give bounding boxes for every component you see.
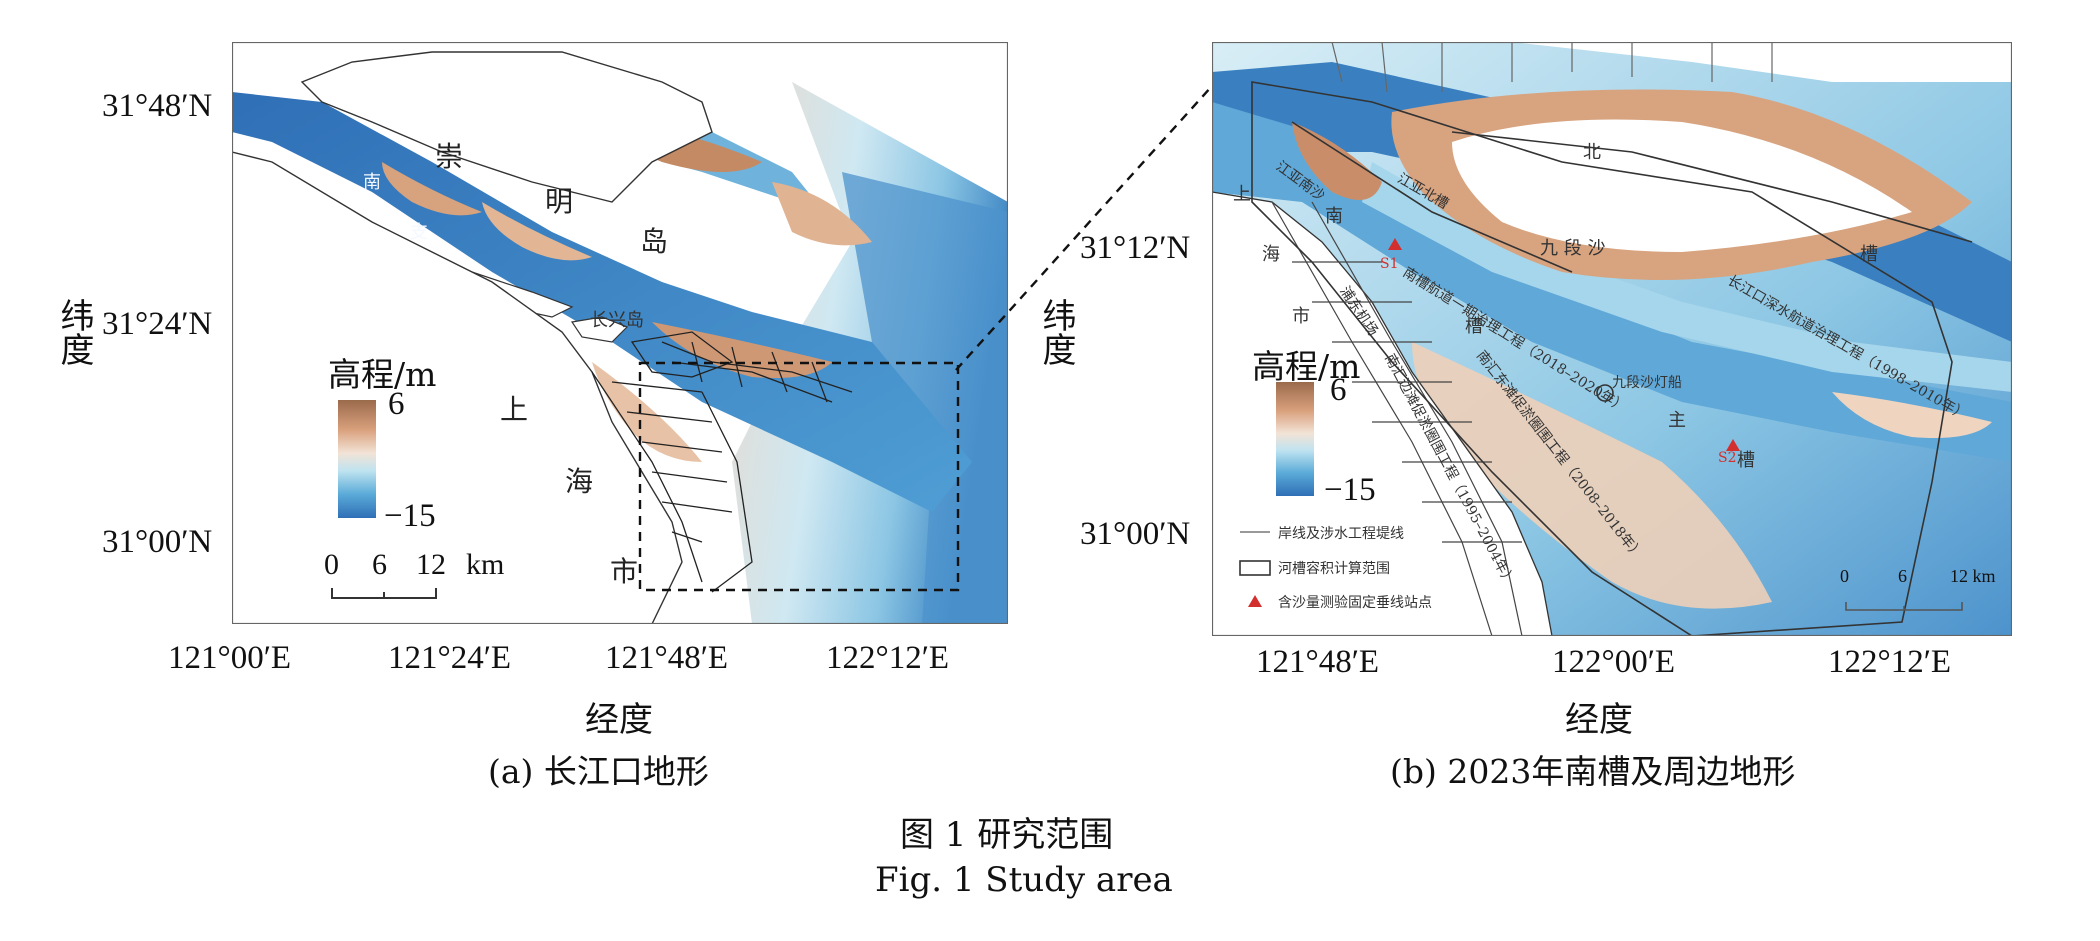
legend-b-range: 河槽容积计算范围 xyxy=(1278,561,1390,577)
label-nan-b: 南 xyxy=(1325,206,1343,227)
caption-b: (b) 2023年南槽及周边地形 xyxy=(1390,752,1796,791)
label-zhu-cao: 槽 xyxy=(1737,450,1755,471)
label-shi-a: 市 xyxy=(610,555,639,588)
scale-a-6: 6 xyxy=(372,548,387,581)
label-chong: 崇 xyxy=(435,140,464,173)
colorbar-a-min: −15 xyxy=(384,498,436,534)
xlabel-a: 经度 xyxy=(585,700,653,740)
legend-triangle-symbol xyxy=(1248,595,1262,607)
lon-tick-b-2: 122°00′E xyxy=(1552,644,1676,680)
label-s1: S1 xyxy=(1380,256,1399,272)
label-bei: 北 xyxy=(1583,142,1601,163)
label-hai-b: 海 xyxy=(1262,244,1280,265)
lon-tick-b-3: 122°12′E xyxy=(1828,644,1952,680)
calc-range-polygon xyxy=(1251,81,1953,636)
label-shang-a: 上 xyxy=(500,393,529,426)
label-lightship: 九段沙灯船 xyxy=(1612,375,1682,391)
label-jiuduansha: 九 段 沙 xyxy=(1540,238,1606,259)
lat-tick-b-1: 31°12′N xyxy=(1080,230,1191,266)
lat-tick-a-3: 31°00′N xyxy=(102,524,213,560)
panel-b-mainland xyxy=(1212,191,1553,636)
legend-box-symbol xyxy=(1239,560,1271,576)
panel-b-map xyxy=(1212,42,2012,636)
lon-tick-b-1: 121°48′E xyxy=(1256,644,1380,680)
legend-b-shoreline: 岸线及涉水工程堤线 xyxy=(1278,526,1404,542)
chongming-island xyxy=(300,51,713,203)
lat-tick-a-2: 31°24′N xyxy=(102,306,213,342)
lightship-symbol xyxy=(1596,384,1614,402)
label-s2: S2 xyxy=(1718,450,1737,466)
scale-b-0: 0 xyxy=(1840,566,1849,586)
colorbar-b xyxy=(1276,382,1314,496)
scale-b-12: 12 km xyxy=(1950,566,1996,586)
lon-tick-a-1: 121°00′E xyxy=(168,640,292,676)
scale-bar-a xyxy=(331,588,437,599)
scale-bar-b xyxy=(1845,602,1963,611)
panel-b-reclamation-grid xyxy=(1271,201,1523,636)
station-s2-marker xyxy=(1726,439,1740,451)
caption-a: (a) 长江口地形 xyxy=(488,752,709,791)
legend-title-b: 高程/m xyxy=(1252,347,1361,386)
panel-a-map xyxy=(232,42,1008,624)
scale-b-6: 6 xyxy=(1898,566,1907,586)
legend-b-station: 含沙量测验固定垂线站点 xyxy=(1278,595,1432,611)
lon-tick-a-4: 122°12′E xyxy=(826,640,950,676)
colorbar-a-max: 6 xyxy=(388,386,405,422)
lon-tick-a-2: 121°24′E xyxy=(388,640,512,676)
label-ming: 明 xyxy=(545,185,574,218)
zoom-box xyxy=(638,361,960,592)
label-zhu: 主 xyxy=(1668,410,1686,431)
label-dao: 岛 xyxy=(640,225,669,258)
reclamation-grid xyxy=(591,341,853,593)
station-s1-marker xyxy=(1388,238,1402,250)
figure-title-en: Fig. 1 Study area xyxy=(875,860,1173,900)
label-zhi-a: 支 xyxy=(410,222,428,243)
label-changxing: 长兴岛 xyxy=(590,310,644,331)
label-hai-a: 海 xyxy=(565,465,594,498)
ylabel-a: 纬度 xyxy=(54,298,94,366)
ylabel-b: 纬度 xyxy=(1036,298,1076,366)
scale-a-0: 0 xyxy=(324,548,339,581)
panel-b-south-channel xyxy=(1212,102,2012,462)
label-shang-b: 上 xyxy=(1233,184,1251,205)
legend-title-a: 高程/m xyxy=(328,355,437,394)
label-cao-b: 槽 xyxy=(1465,316,1483,337)
scale-a-unit: km xyxy=(466,548,505,581)
scale-a-12: 12 xyxy=(416,548,446,581)
lat-tick-b-2: 31°00′N xyxy=(1080,516,1191,552)
lon-tick-a-3: 121°48′E xyxy=(605,640,729,676)
lat-tick-a-1: 31°48′N xyxy=(102,88,213,124)
xlabel-b: 经度 xyxy=(1565,700,1633,740)
colorbar-b-min: −15 xyxy=(1324,472,1376,508)
figure-title-cn: 图 1 研究范围 xyxy=(900,815,1114,855)
label-bei-cao: 槽 xyxy=(1860,244,1878,265)
label-nan-a: 南 xyxy=(363,172,381,193)
colorbar-b-max: 6 xyxy=(1330,372,1347,408)
colorbar-a xyxy=(338,400,376,518)
label-shi-b: 市 xyxy=(1292,306,1310,327)
